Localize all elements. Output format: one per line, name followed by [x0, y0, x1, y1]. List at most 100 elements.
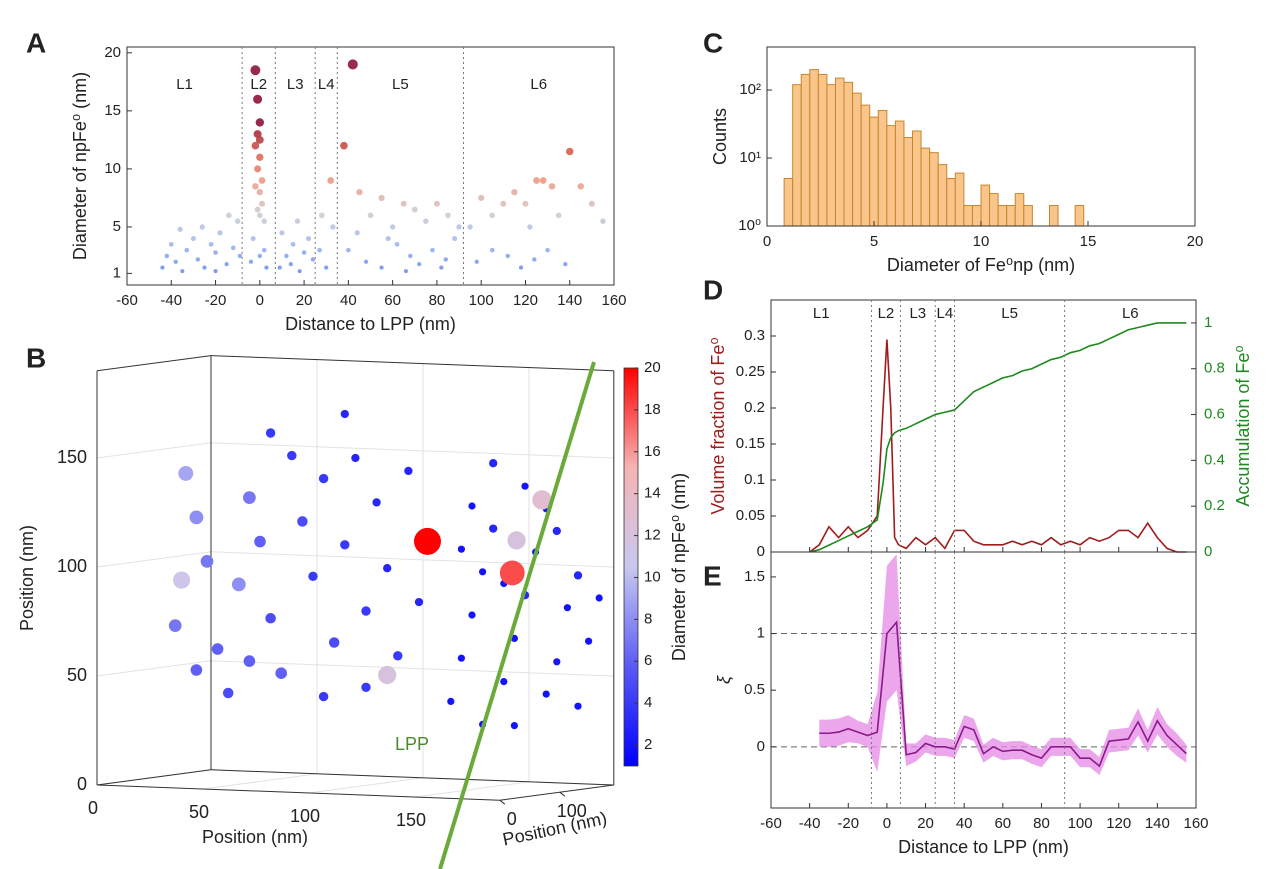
data-point [160, 265, 165, 270]
data-point [340, 141, 348, 150]
x-axis-label: Position (nm) [202, 827, 308, 847]
x-tick-label: 80 [1033, 815, 1050, 832]
histogram-bar [1014, 193, 1025, 227]
data-point [318, 691, 329, 702]
lpp-annotation: LPP [395, 734, 429, 754]
y-axis-label: Volume fraction of Fe⁰ [708, 337, 728, 514]
data-point [250, 236, 256, 242]
y-axis-label: Counts [710, 108, 730, 165]
data-point [213, 269, 218, 274]
data-point [457, 545, 465, 553]
data-point [258, 177, 266, 184]
data-point [563, 604, 572, 612]
histogram-bar [852, 92, 862, 227]
region-label: L6 [530, 76, 547, 93]
data-point [178, 465, 194, 481]
data-point [413, 527, 441, 555]
data-point [308, 571, 318, 581]
data-point [340, 540, 350, 550]
y-tick-label: 10¹ [739, 149, 761, 166]
histogram-bar [792, 84, 802, 227]
y-tick-label: 10 [104, 160, 121, 177]
colorbar-tick-label: 12 [644, 527, 661, 544]
y-axis-label: Diameter of npFe⁰ (nm) [70, 72, 90, 260]
region-label: L5 [392, 76, 409, 93]
data-point [467, 224, 473, 230]
y-tick-label: 0 [757, 543, 765, 560]
data-point [361, 682, 371, 692]
y2-tick-label: 0 [1204, 543, 1212, 560]
y-axis-label: ξ [714, 675, 734, 684]
data-point [367, 212, 374, 219]
histogram-bar [1048, 205, 1059, 227]
data-point [468, 502, 476, 510]
data-point [310, 257, 316, 262]
data-point [257, 253, 263, 259]
x-tick-label: 40 [340, 292, 357, 309]
box-edge [210, 355, 614, 372]
colorbar [623, 367, 639, 767]
data-point [489, 212, 496, 219]
data-point [372, 498, 381, 507]
x-tick-label: 160 [1183, 815, 1208, 832]
data-point [510, 722, 518, 730]
data-point [340, 409, 349, 419]
data-point [518, 265, 524, 270]
colorbar-tick-label: 6 [644, 652, 652, 669]
x-tick-label: 50 [189, 802, 209, 822]
y-tick-label: 0.15 [736, 435, 765, 452]
data-point [317, 247, 322, 253]
x-tick-label: 15 [1080, 233, 1097, 250]
y-tick-label: 0.05 [736, 507, 765, 524]
x-tick-label: -20 [837, 815, 859, 832]
histogram-bar [817, 73, 828, 227]
y-axis-label: Position (nm) [501, 808, 609, 850]
data-point [411, 206, 418, 213]
x-tick-label: -40 [160, 292, 182, 309]
data-point [217, 230, 223, 236]
region-label: L3 [909, 305, 926, 322]
data-point [361, 606, 371, 616]
data-point [253, 94, 263, 104]
data-point [552, 526, 561, 536]
data-point [507, 531, 526, 550]
data-point [423, 218, 429, 224]
data-point [275, 667, 288, 679]
data-point [177, 226, 183, 232]
data-point [385, 236, 391, 242]
grid-line [202, 773, 318, 790]
x-tick-label: 120 [1106, 815, 1131, 832]
data-point [297, 269, 302, 274]
box-edge [96, 784, 500, 801]
error-band [819, 554, 1187, 776]
data-point [539, 177, 547, 184]
x-tick-label: 20 [296, 292, 313, 309]
y-tick-label: 100 [557, 801, 587, 821]
data-point [511, 188, 518, 196]
data-point [439, 265, 444, 270]
data-point [393, 651, 403, 661]
histogram-bar [903, 137, 914, 227]
region-label: L4 [318, 76, 335, 93]
plot-frame [126, 46, 615, 286]
data-point [252, 183, 259, 190]
data-point [553, 658, 561, 666]
y-tick [499, 799, 506, 805]
data-point [363, 259, 369, 264]
y-tick-label: 15 [104, 102, 121, 119]
x-tick-label: 140 [1145, 815, 1170, 832]
histogram-bar [826, 84, 836, 227]
data-point [521, 482, 529, 490]
data-point [230, 245, 236, 251]
x-axis-label: Distance to LPP (nm) [285, 314, 456, 334]
z-tick-label: 100 [57, 556, 87, 576]
data-point [351, 453, 360, 463]
data-point [447, 697, 455, 706]
y-tick-label: 10⁰ [738, 217, 761, 234]
data-point [243, 491, 256, 504]
data-point [190, 664, 203, 676]
histogram-bar [809, 69, 819, 227]
data-point [256, 212, 263, 219]
x-tick-label: 0 [256, 292, 264, 309]
